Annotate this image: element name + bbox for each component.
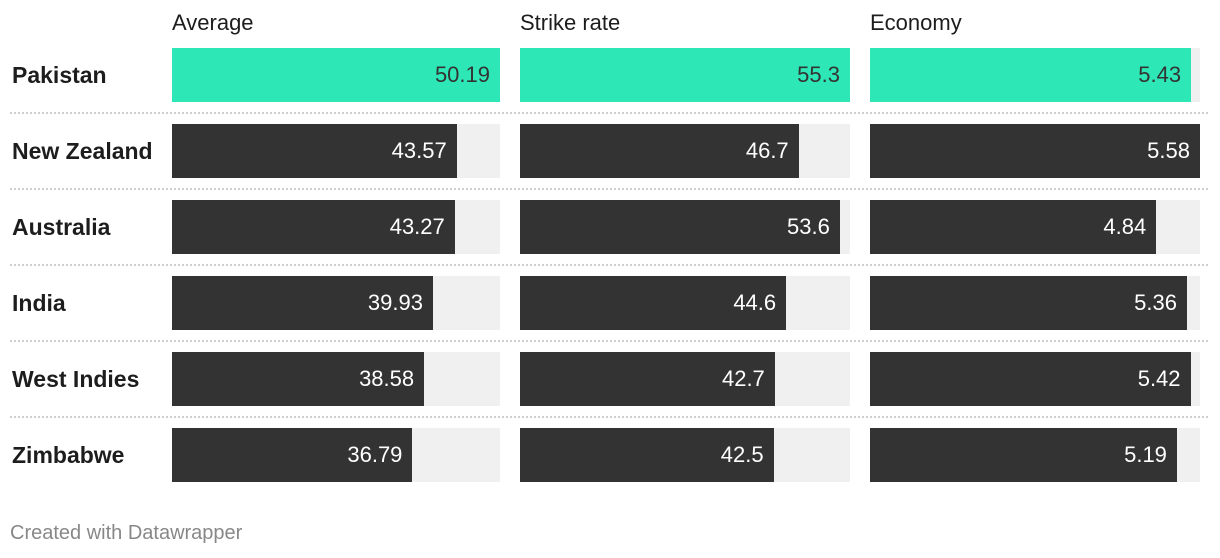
bar-strike-rate: 55.3 <box>520 48 850 102</box>
bar-track: 42.5 <box>520 428 850 482</box>
team-label: West Indies <box>12 366 140 392</box>
bar-average: 43.57 <box>172 124 457 178</box>
column-header-average: Average <box>172 10 254 35</box>
bar-track: 43.57 <box>172 124 500 178</box>
bar-value-label: 5.19 <box>1124 442 1167 467</box>
bar-track: 44.6 <box>520 276 850 330</box>
bar-strike-rate: 42.7 <box>520 352 775 406</box>
bar-economy: 4.84 <box>870 200 1157 254</box>
bar-track: 5.36 <box>870 276 1200 330</box>
bar-average: 50.19 <box>172 48 500 102</box>
bar-value-label: 46.7 <box>745 138 789 163</box>
row-divider <box>10 340 1208 342</box>
bar-value-label: 43.57 <box>391 138 447 163</box>
row-divider <box>10 112 1208 114</box>
bar-value-label: 5.58 <box>1147 138 1190 163</box>
bar-track: 5.42 <box>870 352 1200 406</box>
table-row: Zimbabwe 36.79 42.5 5.19 <box>10 428 1208 504</box>
table-row: West Indies 38.58 42.7 5.42 <box>10 352 1208 428</box>
bar-track: 38.58 <box>172 352 500 406</box>
bar-value-label: 43.27 <box>389 214 445 239</box>
team-label: Pakistan <box>12 62 107 88</box>
bar-value-label: 38.58 <box>359 366 415 391</box>
table-row: Pakistan 50.19 55.3 5.43 <box>10 48 1208 124</box>
row-divider <box>10 416 1208 418</box>
bar-value-label: 36.79 <box>347 442 403 467</box>
bar-average: 36.79 <box>172 428 413 482</box>
bar-track: 4.84 <box>870 200 1200 254</box>
bar-track: 53.6 <box>520 200 850 254</box>
bar-track: 50.19 <box>172 48 500 102</box>
bar-track: 5.19 <box>870 428 1200 482</box>
bar-average: 38.58 <box>172 352 425 406</box>
bar-value-label: 50.19 <box>434 62 490 87</box>
bar-value-label: 4.84 <box>1103 214 1147 239</box>
bar-value-label: 42.5 <box>720 442 764 467</box>
table-row: Australia 43.27 53.6 4.84 <box>10 200 1208 276</box>
bar-average: 43.27 <box>172 200 455 254</box>
bar-value-label: 5.43 <box>1138 62 1182 87</box>
bar-economy: 5.19 <box>870 428 1177 482</box>
bar-strike-rate: 53.6 <box>520 200 840 254</box>
bar-track: 55.3 <box>520 48 850 102</box>
table-row: India 39.93 44.6 5.36 <box>10 276 1208 352</box>
bar-strike-rate: 42.5 <box>520 428 774 482</box>
bar-track: 5.43 <box>870 48 1200 102</box>
bar-economy: 5.43 <box>870 48 1192 102</box>
bar-track: 43.27 <box>172 200 500 254</box>
team-label: New Zealand <box>12 138 153 164</box>
credit-footer: Created with Datawrapper <box>10 522 243 544</box>
team-label: Australia <box>12 214 111 240</box>
bar-track: 46.7 <box>520 124 850 178</box>
bar-economy: 5.58 <box>870 124 1200 178</box>
team-label: Zimbabwe <box>12 442 125 468</box>
bar-value-label: 5.36 <box>1134 290 1177 315</box>
row-divider <box>10 264 1208 266</box>
table-row: New Zealand 43.57 46.7 5.58 <box>10 124 1208 200</box>
bar-strike-rate: 46.7 <box>520 124 799 178</box>
bar-track: 5.58 <box>870 124 1200 178</box>
bar-average: 39.93 <box>172 276 433 330</box>
bar-strike-rate: 44.6 <box>520 276 787 330</box>
bar-track: 42.7 <box>520 352 850 406</box>
bar-value-label: 44.6 <box>733 290 777 315</box>
bar-track: 36.79 <box>172 428 500 482</box>
bar-value-label: 5.42 <box>1137 366 1181 391</box>
team-label: India <box>12 290 66 316</box>
bar-track: 39.93 <box>172 276 500 330</box>
bar-economy: 5.42 <box>870 352 1191 406</box>
bar-value-label: 42.7 <box>721 366 765 391</box>
bar-value-label: 39.93 <box>367 290 423 315</box>
bar-value-label: 53.6 <box>787 214 830 239</box>
bar-economy: 5.36 <box>870 276 1187 330</box>
row-divider <box>10 188 1208 190</box>
column-header-economy: Economy <box>870 10 962 35</box>
column-header-strike-rate: Strike rate <box>520 10 621 35</box>
bar-value-label: 55.3 <box>797 62 840 87</box>
